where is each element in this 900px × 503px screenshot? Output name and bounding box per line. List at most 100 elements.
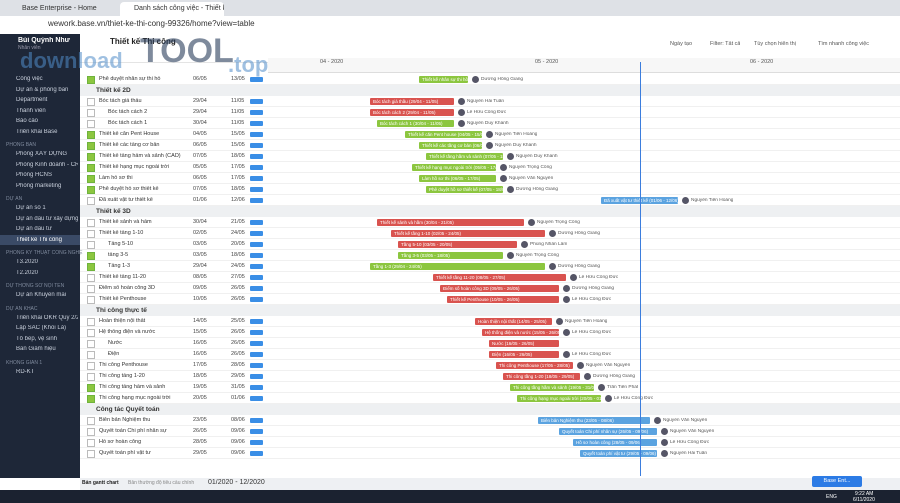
checkbox[interactable] [87,252,95,260]
header-control[interactable]: Ngày tạo [670,41,693,47]
task-name[interactable]: Phê duyệt nhân sự thi hồ [99,76,161,82]
sidebar-item[interactable]: Công việc [16,76,43,82]
task-bar[interactable]: Biên bản Nghiệm thu (23/05 - 08/06) [538,417,650,424]
sidebar-item[interactable]: Thiết kế Thi công [16,236,62,243]
task-name[interactable]: Hoàn thiện nội thất [99,318,146,324]
checkbox[interactable] [87,120,95,128]
checkbox[interactable] [87,384,95,392]
checkbox[interactable] [87,230,95,238]
checkbox[interactable] [87,351,95,359]
sidebar-item[interactable]: Dự án đầu tư xây dựng [16,215,78,222]
sidebar-item[interactable]: Phòng HCNS [16,172,53,178]
sidebar-item[interactable]: Tổ bếp, vệ sinh [16,335,58,342]
sidebar-item[interactable]: Báo cáo [16,118,39,124]
checkbox[interactable] [87,109,95,117]
task-bar[interactable]: Bóc tách cách 1 (30/04 - 11/05) [377,120,454,127]
checkbox[interactable] [87,219,95,227]
sidebar-item[interactable]: RD-KT [16,368,35,375]
task-name[interactable]: Thiết kế tầng 11-20 [99,274,146,280]
task-bar[interactable]: Thiết kế sảnh và hầm (30/04 - 21/05) [377,219,524,226]
task-bar[interactable]: Thiết kế Penthouse (10/05 - 26/05) [447,296,559,303]
task-bar[interactable]: Thiết kế các tầng cơ bản (06/05 - 15/05) [419,142,482,149]
sidebar-item[interactable]: Lập SAC (Khối Lá) [16,325,67,331]
task-bar[interactable]: Quyết toán phí vật tư (29/05 - 09/06) [580,450,657,457]
date-range[interactable]: 01/2020 - 12/2020 [208,479,265,486]
task-name[interactable]: Bóc tách cách 1 [108,120,148,126]
checkbox[interactable] [87,362,95,370]
checkbox[interactable] [87,318,95,326]
sidebar-item[interactable]: Dự án đầu tư [16,226,52,232]
task-name[interactable]: tầng 3-5 [108,252,129,258]
task-name[interactable]: Thiết kế Penthouse [99,296,147,302]
task-bar[interactable]: Bóc tách giá thầu (29/04 - 11/05) [370,98,454,105]
checkbox[interactable] [87,175,95,183]
task-bar[interactable]: Bóc tách cách 2 (29/04 - 11/05) [370,109,454,116]
checkbox[interactable] [87,285,95,293]
task-name[interactable]: Tầng 1-3 [108,263,131,269]
task-bar[interactable]: Điểm số hoàn công 3D (09/05 - 26/05) [440,285,559,292]
chat-button[interactable]: Base Ent... [812,476,862,487]
checkbox[interactable] [87,395,95,403]
task-name[interactable]: Thiết kế các tầng cơ bản [99,142,160,148]
task-name[interactable]: Thi công tầng hầm và sảnh [99,384,166,390]
checkbox[interactable] [87,197,95,205]
sidebar-item[interactable]: Phòng XÂY DỰNG [16,151,68,157]
task-bar[interactable]: Thi công tầng 1-20 (18/05 - 29/05) [503,373,580,380]
task-name[interactable]: Đã xuất vật tư thiết kế [99,197,153,203]
task-bar[interactable]: Thiết kế tầng 11-20 (08/05 - 27/05) [433,274,566,281]
checkbox[interactable] [87,76,95,84]
checkbox[interactable] [87,98,95,106]
task-bar[interactable]: Tầng 1-3 (29/04 - 24/05) [370,263,545,270]
task-bar[interactable]: Thiết kế tầng hầm và sảnh (07/05 - 18/05… [426,153,503,160]
task-bar[interactable]: Phê duyệt hồ sơ thiết kế (07/05 - 18/05) [426,186,503,193]
checkbox[interactable] [87,340,95,348]
task-name[interactable]: Điểm số hoàn công 3D [99,285,155,291]
task-name[interactable]: Thi công Penthouse [99,362,148,368]
task-name[interactable]: Điện [108,351,120,357]
task-name[interactable]: Phê duyệt hồ sơ thiết kế [99,186,159,192]
task-bar[interactable]: Tầng 5-10 (03/05 - 20/05) [398,241,517,248]
header-control[interactable]: Tìm nhanh công việc [818,41,870,47]
task-name[interactable]: Bóc tách giá thầu [99,98,142,104]
checkbox[interactable] [87,241,95,249]
browser-tab[interactable]: Base Enterprise - Home [8,2,112,16]
sidebar-item[interactable]: Thành viên [16,107,46,114]
task-bar[interactable]: Thiết kế căn Pent house (04/05 - 15/05) [405,131,482,138]
header-control[interactable]: Tùy chọn hiển thị [754,41,796,47]
checkbox[interactable] [87,263,95,271]
task-name[interactable]: Làm hồ sơ thi [99,175,133,181]
checkbox[interactable] [87,186,95,194]
task-name[interactable]: Hồ sơ hoàn công [99,439,142,445]
task-bar[interactable]: Đã xuất vật tư thiết kế (01/06 - 12/06) [601,197,678,204]
task-name[interactable]: Quyết toán phí vật tư [99,450,151,456]
sidebar-item[interactable]: Dự án Khuyến mãi [16,292,67,298]
task-bar[interactable]: Nước (16/05 - 26/05) [489,340,559,347]
checkbox[interactable] [87,373,95,381]
sidebar-item[interactable]: Triển khai Base [16,128,58,135]
task-name[interactable]: Thi công tầng 1-20 [99,373,145,379]
sidebar-item[interactable]: Dự án số 1 [16,205,46,211]
task-bar[interactable]: Tầng 3-5 (03/05 - 18/05) [398,252,503,259]
task-bar[interactable]: Thi công Penthouse (17/05 - 28/05) [496,362,573,369]
task-name[interactable]: Biên bản Nghiệm thu [99,417,151,423]
task-bar[interactable]: Thi công tầng hầm và sảnh (19/05 - 31/05… [510,384,594,391]
checkbox[interactable] [87,417,95,425]
footer-tab[interactable]: Bản gantt chart [82,480,119,486]
task-bar[interactable]: Thiết kế tầng 1-10 (02/05 - 24/05) [391,230,545,237]
checkbox[interactable] [87,131,95,139]
sidebar-item[interactable]: Phòng marketing [16,182,62,189]
footer-tab[interactable]: Bản thường độ tiêu cầu chính [128,480,195,486]
task-name[interactable]: Nước [108,340,123,346]
checkbox[interactable] [87,439,95,447]
sidebar-item[interactable]: Dự án & phòng ban [16,86,69,93]
url[interactable]: wework.base.vn/thiet-ke-thi-cong-99326/h… [48,19,255,28]
checkbox[interactable] [87,164,95,172]
checkbox[interactable] [87,296,95,304]
browser-tab[interactable]: Danh sách công việc - Thiết kế... [120,2,224,16]
sidebar-item[interactable]: Department [16,97,48,103]
sidebar-item[interactable]: Triển khai OKR Quý 2/20.. [16,314,78,321]
header-control[interactable]: Filter: Tất cả [710,41,741,47]
task-name[interactable]: Quyết toán Chi phí nhân sự [99,428,167,434]
checkbox[interactable] [87,142,95,150]
task-name[interactable]: Bóc tách cách 2 [108,109,148,115]
